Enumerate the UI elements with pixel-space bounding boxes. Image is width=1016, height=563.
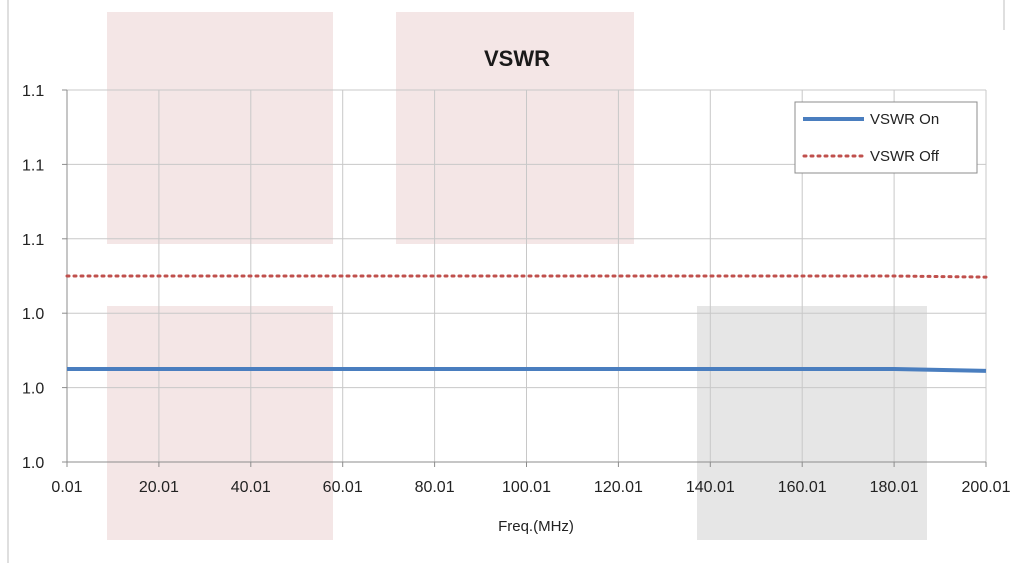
y-tick-label: 1.0 [22, 381, 44, 398]
y-tick-label: 1.1 [22, 232, 44, 249]
y-tick-label: 1.1 [22, 83, 44, 100]
y-tick-labels: 1.0 1.0 1.0 1.1 1.1 1.1 [22, 83, 44, 472]
chart-title: VSWR [484, 46, 550, 71]
x-tick-label: 200.01 [962, 479, 1011, 496]
data-point [710, 369, 711, 370]
data-point [434, 276, 435, 277]
legend-box [794, 101, 978, 174]
data-point [67, 369, 68, 370]
x-tick-label: 160.01 [778, 479, 827, 496]
data-point [802, 276, 803, 277]
data-point [67, 276, 68, 277]
x-tick-label: 100.01 [502, 479, 551, 496]
data-point [618, 276, 619, 277]
data-point [894, 276, 895, 277]
y-tick-label: 1.0 [22, 306, 44, 323]
data-point [526, 276, 527, 277]
x-axis-title: Freq.(MHz) [498, 518, 574, 535]
data-point [342, 369, 343, 370]
x-tick-label: 40.01 [231, 479, 271, 496]
x-tick-label: 20.01 [139, 479, 179, 496]
data-point [250, 276, 251, 277]
highlight-region [107, 306, 333, 540]
data-point [434, 369, 435, 370]
x-tick-label: 80.01 [415, 479, 455, 496]
y-tick-label: 1.1 [22, 157, 44, 174]
data-point [986, 277, 987, 278]
legend: VSWR On VSWR Off [794, 101, 978, 174]
data-series [65, 274, 988, 373]
data-point [158, 276, 159, 277]
series-line-vswr-on [67, 367, 987, 373]
x-tick-label: 140.01 [686, 479, 735, 496]
data-point [710, 276, 711, 277]
series-line-vswr-off [65, 274, 988, 279]
x-tick-label: 0.01 [51, 479, 82, 496]
highlight-region [396, 12, 634, 244]
data-point [158, 369, 159, 370]
data-point [618, 369, 619, 370]
x-tick-label: 120.01 [594, 479, 643, 496]
legend-label-vswr-on: VSWR On [870, 111, 939, 128]
data-point [526, 369, 527, 370]
data-point [250, 369, 251, 370]
data-point [342, 276, 343, 277]
x-tick-label: 60.01 [323, 479, 363, 496]
x-tick-label: 180.01 [870, 479, 919, 496]
data-point [894, 369, 895, 370]
highlight-region [697, 306, 927, 540]
x-tick-labels: 0.01 20.01 40.01 60.01 80.01 100.01 120.01 140.… [51, 479, 1010, 496]
legend-label-vswr-off: VSWR Off [870, 148, 940, 165]
data-point [986, 370, 987, 371]
data-point [802, 369, 803, 370]
y-tick-label: 1.0 [22, 455, 44, 472]
highlight-region [107, 12, 333, 244]
background-highlights [107, 12, 927, 540]
